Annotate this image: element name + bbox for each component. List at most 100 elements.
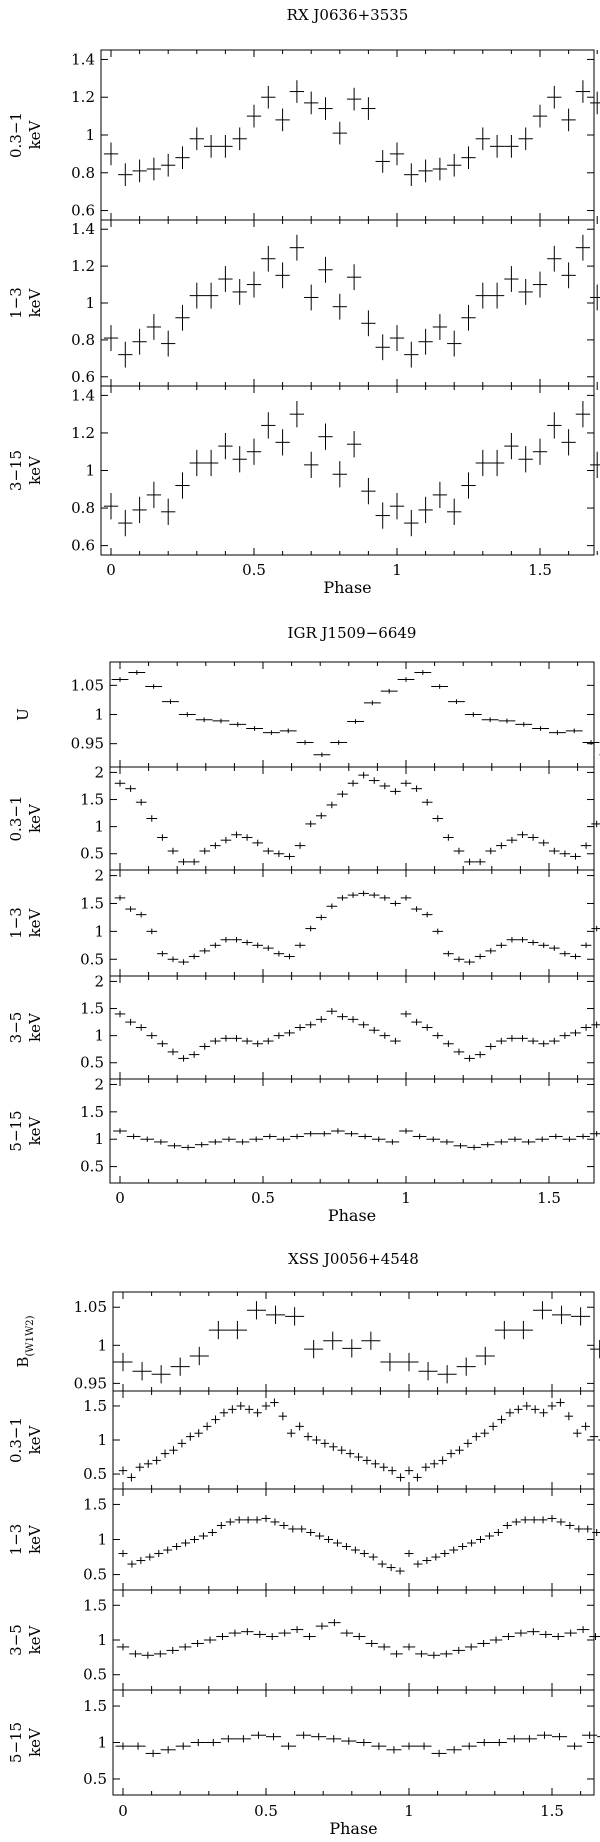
data-point (132, 1362, 152, 1381)
data-point (290, 1626, 304, 1634)
data-point (582, 740, 600, 745)
data-point (443, 834, 454, 841)
data-point (252, 942, 263, 949)
data-point (208, 1139, 223, 1145)
y-tick-label: 1.4 (71, 386, 95, 404)
data-point (297, 1525, 307, 1533)
panel-label-line: keV (26, 1115, 44, 1145)
data-point (160, 1746, 176, 1754)
data-point (114, 1010, 126, 1018)
panel-label-line: 3−5 (7, 1012, 25, 1044)
panel-label: B(W1W2) (14, 1315, 36, 1367)
data-point (261, 1401, 271, 1411)
data-point (178, 712, 196, 717)
y-tick-label: 0.95 (74, 1374, 107, 1392)
data-point (194, 1429, 203, 1438)
data-point (227, 1320, 247, 1340)
data-point (154, 1650, 167, 1658)
data-point (474, 1051, 486, 1058)
data-point (252, 1040, 263, 1048)
data-point (362, 1456, 372, 1465)
data-point (365, 1640, 378, 1647)
data-point (154, 1139, 168, 1145)
data-point (146, 314, 162, 340)
data-point (573, 1429, 582, 1438)
data-point (266, 1633, 279, 1640)
data-point (489, 449, 505, 477)
panel-5: 0.5 1 1.5 5−15keV (7, 1689, 600, 1796)
panel-label: 3−5keV (7, 1012, 44, 1044)
data-point (263, 1133, 277, 1140)
data-point (315, 914, 327, 921)
data-point (114, 780, 126, 787)
data-point (399, 1128, 413, 1134)
x-tick-label: 0 (106, 561, 116, 579)
data-point (128, 670, 146, 675)
data-point (132, 496, 147, 524)
panel-label-line: 5−15 (7, 1110, 25, 1151)
data-point (266, 1305, 286, 1324)
data-point (188, 1051, 200, 1058)
data-point (485, 1043, 497, 1050)
y-tick-label: 1 (85, 294, 95, 312)
y-tick-label: 0.6 (71, 368, 95, 386)
data-point (494, 1139, 509, 1145)
data-point (157, 950, 168, 957)
panel-frame (112, 1291, 595, 1392)
data-point (489, 282, 505, 309)
data-point (461, 1742, 477, 1750)
data-point (175, 146, 190, 169)
panel-frame (109, 975, 595, 1080)
y-tick-label: 1 (94, 922, 104, 940)
data-point (518, 279, 533, 305)
data-point (447, 330, 462, 357)
y-tick-label: 2 (94, 763, 104, 781)
data-point (126, 1133, 141, 1140)
panel-label-line: 1−3 (7, 287, 25, 319)
data-point (475, 282, 490, 309)
data-point (118, 341, 133, 368)
data-point (326, 1007, 338, 1015)
data-point (532, 726, 549, 731)
data-point (218, 135, 233, 158)
data-point (181, 1144, 195, 1151)
data-point (496, 1037, 507, 1045)
data-point (337, 895, 348, 901)
data-point (103, 493, 119, 520)
data-point (458, 1543, 468, 1551)
data-point (567, 1742, 583, 1750)
data-point (575, 234, 591, 261)
panel-label-line: keV (26, 1012, 44, 1042)
chart-group-3: XSS J0056+4548 0.95 1 1.05 B(W1W2) 0.5 1 1.5 0.3… (7, 1250, 600, 1838)
data-point (252, 839, 263, 847)
data-point (167, 847, 179, 855)
data-point (328, 1619, 341, 1627)
data-point (241, 939, 253, 946)
data-point (241, 1628, 254, 1636)
data-point (592, 1528, 600, 1536)
data-point (463, 1439, 473, 1448)
data-point (418, 496, 433, 524)
data-point (476, 1535, 485, 1544)
data-point (564, 1629, 577, 1637)
x-tick-label: 0.5 (254, 1802, 278, 1820)
data-point (375, 150, 390, 173)
data-point (565, 728, 583, 734)
data-point (574, 1525, 584, 1533)
data-point (538, 839, 549, 847)
y-tick-label: 1.5 (80, 1000, 104, 1018)
data-point (225, 1518, 235, 1526)
data-point (175, 472, 190, 499)
data-point (285, 1307, 305, 1326)
y-tick-label: 0.5 (80, 1054, 104, 1072)
data-point (195, 717, 213, 723)
data-point (253, 1408, 262, 1417)
data-point (506, 1035, 518, 1042)
panel-label: 1−3keV (7, 287, 44, 319)
data-point (135, 798, 147, 806)
data-point (549, 945, 560, 951)
y-tick-label: 1 (97, 1431, 107, 1449)
data-point (181, 1539, 191, 1547)
panel-frame (100, 49, 595, 221)
data-point (146, 481, 162, 509)
